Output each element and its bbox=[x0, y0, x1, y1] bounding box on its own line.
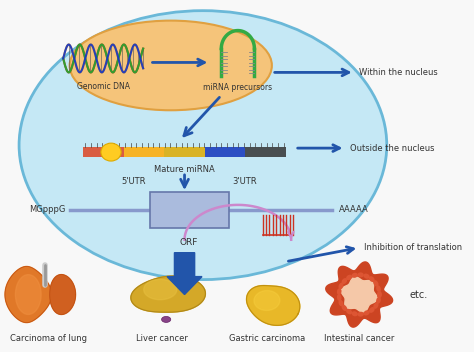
Ellipse shape bbox=[364, 310, 370, 315]
Text: ORF: ORF bbox=[180, 238, 198, 247]
FancyBboxPatch shape bbox=[245, 147, 286, 157]
Polygon shape bbox=[341, 277, 377, 312]
Polygon shape bbox=[50, 275, 75, 314]
FancyBboxPatch shape bbox=[164, 147, 205, 157]
Ellipse shape bbox=[352, 311, 358, 316]
Text: Within the nucleus: Within the nucleus bbox=[359, 68, 438, 77]
Ellipse shape bbox=[374, 280, 379, 287]
FancyBboxPatch shape bbox=[150, 192, 228, 228]
Text: Inhibition of translation: Inhibition of translation bbox=[364, 243, 462, 252]
Ellipse shape bbox=[346, 309, 352, 314]
Ellipse shape bbox=[346, 275, 352, 280]
Ellipse shape bbox=[369, 307, 374, 313]
Text: Liver cancer: Liver cancer bbox=[136, 334, 188, 343]
Ellipse shape bbox=[376, 297, 381, 304]
Polygon shape bbox=[15, 275, 41, 314]
Polygon shape bbox=[246, 285, 300, 325]
FancyBboxPatch shape bbox=[83, 147, 124, 157]
Text: AAAAA: AAAAA bbox=[339, 205, 369, 214]
Ellipse shape bbox=[337, 288, 341, 295]
Ellipse shape bbox=[337, 294, 341, 301]
Ellipse shape bbox=[342, 305, 347, 311]
Text: Outside the nucleus: Outside the nucleus bbox=[350, 144, 435, 153]
Ellipse shape bbox=[374, 302, 379, 309]
Ellipse shape bbox=[342, 278, 347, 284]
Text: Mature miRNA: Mature miRNA bbox=[154, 165, 215, 174]
Text: Intestinal cancer: Intestinal cancer bbox=[324, 334, 394, 343]
Ellipse shape bbox=[162, 316, 171, 322]
Polygon shape bbox=[144, 279, 177, 300]
Ellipse shape bbox=[377, 291, 382, 298]
Text: 3'UTR: 3'UTR bbox=[232, 177, 256, 186]
Ellipse shape bbox=[338, 283, 344, 289]
Ellipse shape bbox=[19, 11, 387, 279]
Polygon shape bbox=[254, 290, 280, 310]
Polygon shape bbox=[326, 262, 392, 327]
Text: etc.: etc. bbox=[410, 290, 428, 300]
Text: Carcinoma of lung: Carcinoma of lung bbox=[10, 334, 87, 343]
Ellipse shape bbox=[376, 285, 381, 292]
Text: 5'UTR: 5'UTR bbox=[122, 177, 146, 186]
Polygon shape bbox=[5, 266, 52, 322]
Ellipse shape bbox=[369, 276, 374, 282]
Ellipse shape bbox=[377, 291, 382, 298]
Text: MGpppG: MGpppG bbox=[28, 205, 65, 214]
FancyBboxPatch shape bbox=[124, 147, 164, 157]
Ellipse shape bbox=[364, 274, 370, 279]
Ellipse shape bbox=[357, 312, 364, 317]
Ellipse shape bbox=[352, 273, 358, 278]
Text: miRNA precursors: miRNA precursors bbox=[203, 83, 273, 92]
Text: Gastric carcinoma: Gastric carcinoma bbox=[229, 334, 305, 343]
Ellipse shape bbox=[70, 21, 272, 110]
Text: Genomic DNA: Genomic DNA bbox=[77, 82, 130, 92]
FancyArrow shape bbox=[167, 253, 202, 295]
FancyBboxPatch shape bbox=[205, 147, 245, 157]
Ellipse shape bbox=[101, 143, 121, 161]
Ellipse shape bbox=[338, 300, 344, 306]
Ellipse shape bbox=[357, 272, 364, 277]
Polygon shape bbox=[131, 276, 205, 312]
